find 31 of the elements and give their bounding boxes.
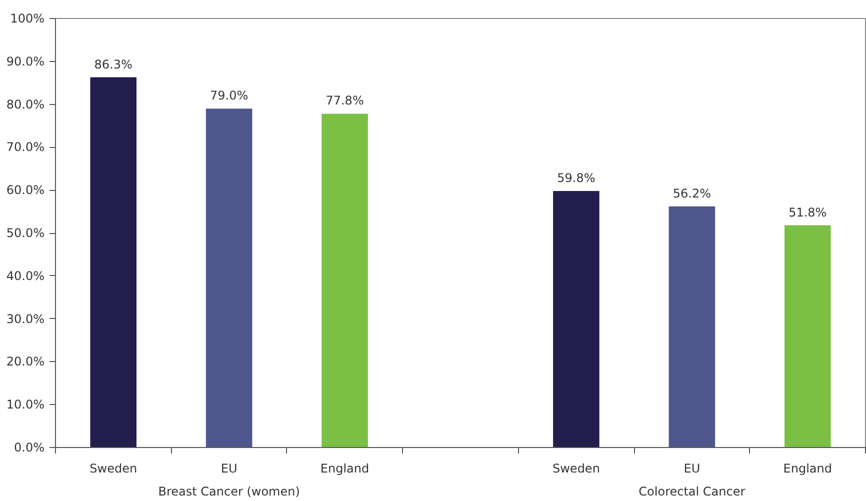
- bar: [206, 108, 252, 448]
- text: Colorectal Cancer: [638, 484, 746, 498]
- text: Breast Cancer (women): [158, 484, 300, 498]
- x-tick-label: England: [783, 462, 832, 476]
- bar: [322, 114, 368, 448]
- y-tick-label: 0.0%: [14, 440, 45, 454]
- x-tick-label: England: [320, 462, 370, 476]
- y-tick-label: 90.0%: [6, 54, 45, 68]
- y-tick-label: 70.0%: [6, 140, 45, 154]
- bar: [668, 206, 716, 448]
- data-label: 86.3%: [94, 57, 132, 72]
- data-label: 77.8%: [326, 94, 364, 108]
- bar: [553, 190, 600, 448]
- data-label: 51.8%: [788, 205, 827, 220]
- y-tick-label: 80.0%: [6, 97, 45, 112]
- y-tick-label: 30.0%: [6, 312, 45, 326]
- y-tick-label: 40.0%: [6, 268, 45, 283]
- y-tick-label: 60.0%: [6, 183, 45, 198]
- x-tick-label: Sweden: [552, 462, 600, 476]
- x-tick-label: Sweden: [90, 462, 138, 476]
- data-label: 79.0%: [210, 88, 248, 103]
- data-label: 59.8%: [557, 170, 596, 185]
- y-tick-label: 10.0%: [6, 398, 45, 412]
- y-tick-label: 100%: [10, 12, 45, 26]
- y-tick-label: 20.0%: [6, 354, 45, 369]
- data-label: 56.2%: [672, 186, 711, 200]
- bar: [90, 77, 136, 448]
- x-tick-label: EU: [684, 462, 700, 476]
- x-tick-label: EU: [220, 462, 238, 476]
- y-tick-label: 50.0%: [6, 226, 45, 240]
- bar: [784, 225, 831, 448]
